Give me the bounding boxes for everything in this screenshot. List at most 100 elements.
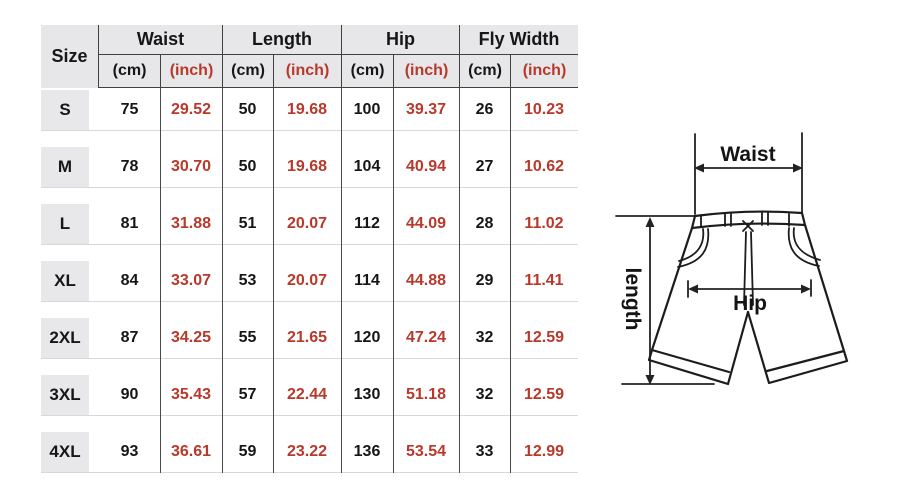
table-row: M 78 30.70 50 19.68 104 40.94 27 10.62	[41, 147, 578, 188]
hip-label: Hip	[733, 292, 767, 315]
inch-value: 51.18	[405, 386, 447, 403]
inch-value: 30.70	[170, 158, 212, 175]
waist-arrowhead-right	[793, 163, 803, 173]
inch-value: 10.23	[523, 101, 565, 118]
unit-fly-inch: (inch)	[510, 55, 578, 87]
header-size: Size	[41, 25, 99, 88]
unit-waist-cm: (cm)	[112, 62, 147, 79]
cm-value: 84	[120, 272, 139, 289]
cm-value: 75	[120, 101, 139, 118]
table-row: S 75 29.52 50 19.68 100 39.37 26 10.23	[41, 90, 578, 131]
table-body: S 75 29.52 50 19.68 100 39.37 26 10.23 M 78 30.70 50…	[41, 90, 578, 489]
hip-arrowhead-right	[801, 284, 811, 294]
inch-value: 11.41	[524, 272, 564, 289]
waist-label: Waist	[720, 143, 775, 166]
inch-value: 44.88	[405, 272, 447, 289]
inch-value: 12.99	[523, 443, 565, 460]
rule-waist-cm-inch	[160, 88, 161, 473]
length-arrowhead-up	[645, 217, 655, 227]
inch-value: 34.25	[170, 329, 212, 346]
header-hip: Hip	[341, 25, 459, 54]
length-label: length	[621, 268, 644, 331]
header-waist: Waist	[136, 29, 185, 49]
size-label: 4XL	[41, 432, 89, 472]
unit-hip-inch: (inch)	[393, 55, 459, 87]
cm-value: 59	[238, 443, 257, 460]
drawstring-cords	[743, 231, 754, 306]
rule-fly-cm-inch	[510, 88, 511, 473]
cm-value: 26	[475, 101, 494, 118]
left-leg-outer-seam	[647, 226, 750, 386]
right-cuff-line	[765, 349, 846, 373]
rule-hip-cm-inch	[393, 88, 394, 473]
cm-value: 78	[120, 158, 139, 175]
cm-value: 50	[238, 158, 257, 175]
shorts-outline	[647, 210, 849, 386]
cm-value: 27	[475, 158, 494, 175]
cm-value: 32	[475, 329, 494, 346]
unit-length-cm: (cm)	[222, 55, 273, 87]
cm-value: 51	[238, 215, 257, 232]
right-pocket	[787, 227, 821, 267]
waistband-ticks	[700, 212, 790, 228]
rule-waist-length	[222, 88, 223, 473]
drawstring-knot	[742, 220, 754, 232]
inch-value: 44.09	[405, 215, 447, 232]
table-header: Size Waist Length Hip Fly Width (cm) (in…	[41, 25, 578, 88]
size-label: S	[41, 90, 89, 130]
table-row: XL 84 33.07 53 20.07 114 44.88 29 11.41	[41, 261, 578, 302]
unit-waist-inch: (inch)	[160, 55, 222, 87]
inch-value: 20.07	[286, 272, 328, 289]
cm-value: 136	[353, 443, 381, 460]
inch-value: 47.24	[405, 329, 447, 346]
inch-value: 19.68	[286, 101, 328, 118]
hip-arrowhead-left	[688, 284, 698, 294]
unit-length-inch: (inch)	[273, 55, 341, 87]
inch-value: 31.88	[170, 215, 212, 232]
cm-value: 50	[238, 101, 257, 118]
table-row: 4XL 93 36.61 59 23.22 136 53.54 33 12.99	[41, 432, 578, 473]
header-fly-width: Fly Width	[459, 25, 578, 54]
cm-value: 114	[354, 272, 380, 289]
size-label: L	[41, 204, 89, 244]
shorts-measurement-diagram: Waist Hip length	[615, 132, 849, 386]
inch-value: 36.61	[170, 443, 212, 460]
inch-value: 23.22	[286, 443, 328, 460]
size-label: 2XL	[41, 318, 89, 358]
right-leg-outer-seam	[746, 223, 849, 385]
cm-value: 120	[353, 329, 381, 346]
inch-value: 10.62	[523, 158, 565, 175]
cm-value: 57	[238, 386, 257, 403]
left-pocket	[677, 228, 710, 268]
cm-value: 55	[238, 329, 257, 346]
inch-value: 20.07	[286, 215, 328, 232]
cm-value: 33	[475, 443, 494, 460]
left-cuff-line	[650, 348, 731, 374]
inch-value: 40.94	[405, 158, 447, 175]
rule-hip-fly	[459, 88, 460, 473]
inch-value: 33.07	[170, 272, 212, 289]
size-label: 3XL	[41, 375, 89, 415]
unit-hip-cm: (cm)	[341, 55, 393, 87]
inch-value: 19.68	[286, 158, 328, 175]
table-row: L 81 31.88 51 20.07 112 44.09 28 11.02	[41, 204, 578, 245]
cm-value: 100	[353, 101, 381, 118]
header-unit-row: (cm) (inch) (cm) (inch) (cm) (inch) (cm)…	[99, 55, 578, 88]
inch-value: 39.37	[405, 101, 447, 118]
rule-length-cm-inch	[273, 88, 274, 473]
cm-value: 87	[120, 329, 139, 346]
header-length: Length	[222, 25, 341, 54]
cm-value: 28	[475, 215, 494, 232]
length-arrowhead-down	[645, 375, 655, 385]
cm-value: 81	[120, 215, 139, 232]
rule-length-hip	[341, 88, 342, 473]
cm-value: 130	[353, 386, 381, 403]
cm-value: 112	[354, 215, 380, 232]
cm-value: 104	[353, 158, 381, 175]
table-row: 3XL 90 35.43 57 22.44 130 51.18 32 12.59	[41, 375, 578, 416]
waist-arrowhead-left	[694, 163, 704, 173]
cm-value: 53	[238, 272, 257, 289]
size-chart-table: Size Waist Length Hip Fly Width (cm) (in…	[41, 25, 578, 473]
inch-value: 53.54	[405, 443, 447, 460]
